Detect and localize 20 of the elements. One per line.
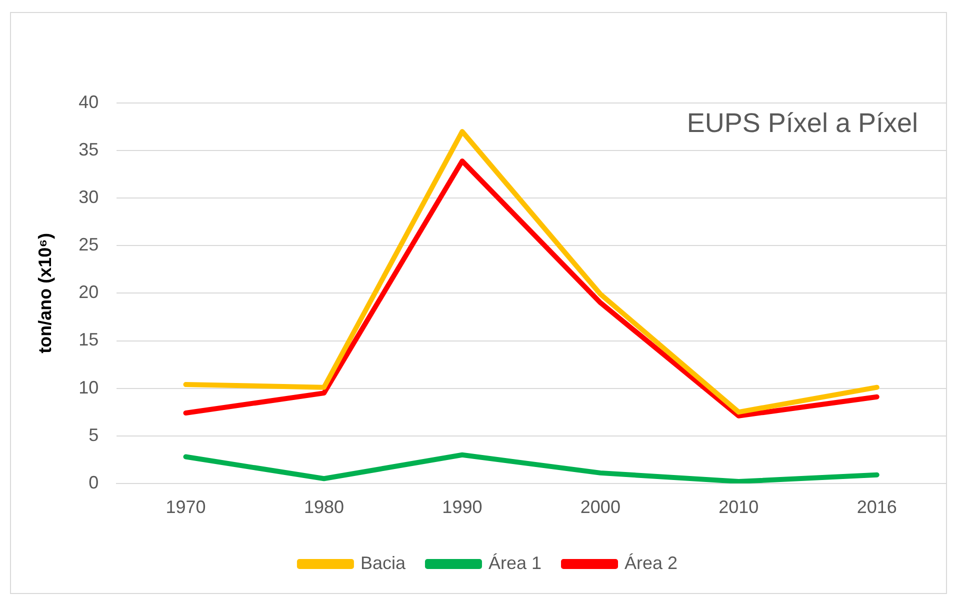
y-tick-label: 20 [78,282,99,302]
y-tick-label: 35 [78,140,99,160]
x-tick-label: 2000 [580,497,620,518]
x-tick-label: 1990 [442,497,482,518]
y-tick-label: 0 [88,472,99,492]
x-tick-label: 2010 [718,497,759,518]
legend-label: Bacia [360,552,406,573]
x-tick-label: 1970 [166,497,206,518]
legend-label: Área 1 [488,552,542,573]
annotation: EUPS Píxel a Píxel [686,108,918,138]
x-tick-label: 1980 [304,497,344,518]
y-tick-label: 10 [78,377,99,398]
legend-label: Área 2 [624,552,678,573]
y-axis-title: ton/ano (x10⁶) [34,233,55,354]
y-tick-label: 15 [78,330,99,350]
y-tick-label: 25 [78,234,99,255]
x-tick-label: 2016 [856,497,897,518]
y-tick-label: 5 [88,424,99,445]
y-tick-label: 40 [78,92,99,112]
y-tick-label: 30 [78,187,99,208]
